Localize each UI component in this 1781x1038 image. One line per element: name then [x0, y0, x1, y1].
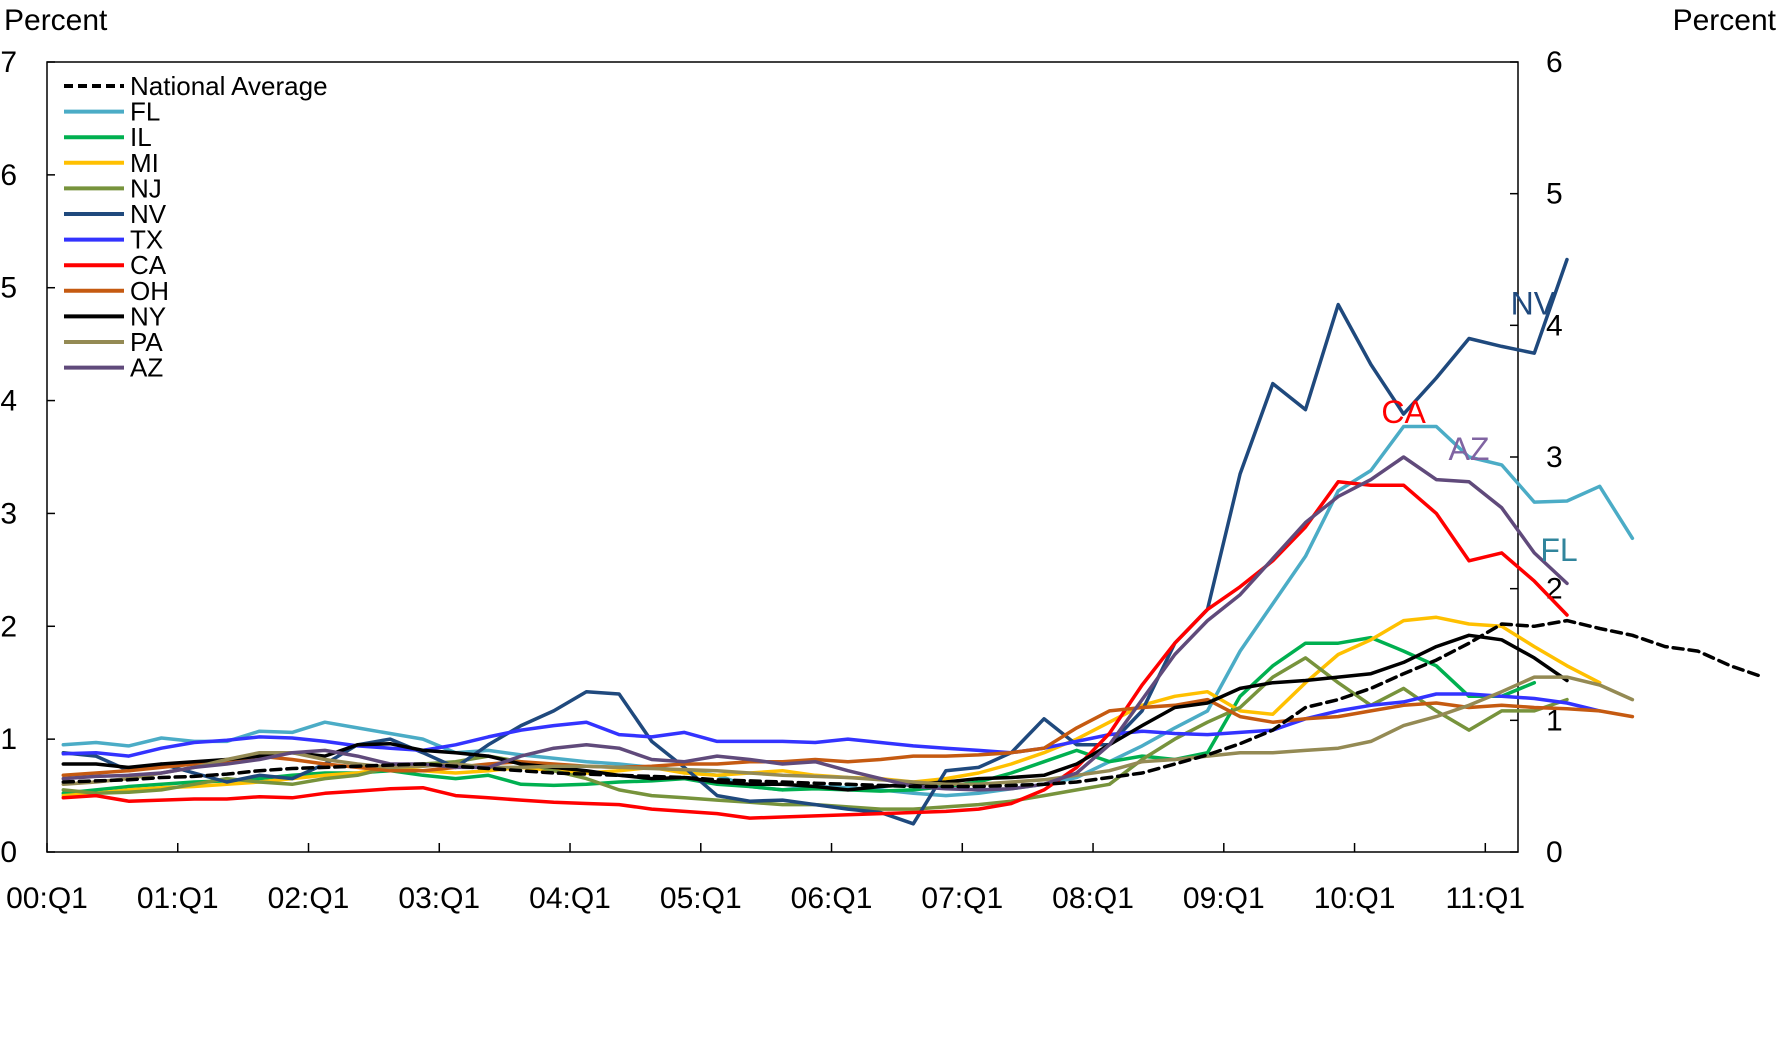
series-line-tx [61, 692, 1602, 758]
right-axis-unit-label: Percent [1673, 4, 1777, 37]
legend-label-oh: OH [130, 276, 169, 306]
annotations: NV AZ CA FL [1381, 286, 1577, 569]
x-tick-label-11:Q1: 11:Q1 [1446, 882, 1526, 915]
legend-label-pa: PA [130, 327, 163, 357]
legend-label-tx: TX [130, 225, 163, 255]
series-line-national-average [61, 618, 1765, 789]
y-left-tick-label-6: 6 [0, 159, 17, 192]
y-left-tick-label-2: 2 [0, 610, 17, 643]
legend-label-national-average: National Average [130, 71, 328, 101]
legend-label-mi: MI [130, 148, 159, 178]
y-right-tick-label-6: 6 [1546, 46, 1563, 79]
legend-label-nj: NJ [130, 173, 162, 203]
series-line-fl [61, 424, 1635, 798]
y-left-tick-label-4: 4 [0, 385, 17, 418]
y-left-tick-label-3: 3 [0, 497, 17, 530]
y-left-tick-label-0: 0 [0, 836, 17, 869]
legend-label-az: AZ [130, 353, 163, 383]
x-tick-label-00:Q1: 00:Q1 [6, 882, 88, 915]
legend-label-nv: NV [130, 199, 167, 229]
legend-label-fl: FL [130, 97, 160, 127]
series-line-pa [61, 675, 1635, 787]
left-axis-unit-label: Percent [4, 4, 108, 37]
x-tick-label-08:Q1: 08:Q1 [1052, 882, 1134, 915]
y-left-tick-label-7: 7 [0, 46, 17, 79]
y-right-tick-label-4: 4 [1546, 309, 1563, 342]
y-left-tick-label-5: 5 [0, 272, 17, 305]
series-line-az [61, 455, 1569, 792]
series-line-oh [61, 697, 1635, 778]
series-layer [61, 257, 1765, 826]
series-line-ny [61, 633, 1569, 792]
y-right-tick-label-1: 1 [1546, 704, 1563, 737]
x-tick-label-07:Q1: 07:Q1 [921, 882, 1003, 915]
legend-label-ca: CA [130, 250, 167, 280]
x-tick-label-02:Q1: 02:Q1 [268, 882, 350, 915]
legend-label-ny: NY [130, 301, 166, 331]
x-tick-label-09:Q1: 09:Q1 [1183, 882, 1265, 915]
x-tick-label-03:Q1: 03:Q1 [398, 882, 480, 915]
annotation-ca: CA [1381, 394, 1426, 430]
annotation-fl: FL [1540, 532, 1577, 568]
x-tick-label-01:Q1: 01:Q1 [137, 882, 219, 915]
legend-label-il: IL [130, 122, 152, 152]
annotation-nv: NV [1511, 286, 1556, 322]
x-tick-label-04:Q1: 04:Q1 [529, 882, 611, 915]
x-tick-label-06:Q1: 06:Q1 [791, 882, 873, 915]
y-left-tick-label-1: 1 [0, 723, 17, 756]
y-right-tick-label-3: 3 [1546, 441, 1563, 474]
y-right-tick-label-5: 5 [1546, 178, 1563, 211]
x-tick-label-10:Q1: 10:Q1 [1314, 882, 1396, 915]
series-line-il [61, 635, 1537, 796]
annotation-az: AZ [1449, 431, 1490, 467]
x-tick-label-05:Q1: 05:Q1 [660, 882, 742, 915]
y-right-tick-label-0: 0 [1546, 836, 1563, 869]
